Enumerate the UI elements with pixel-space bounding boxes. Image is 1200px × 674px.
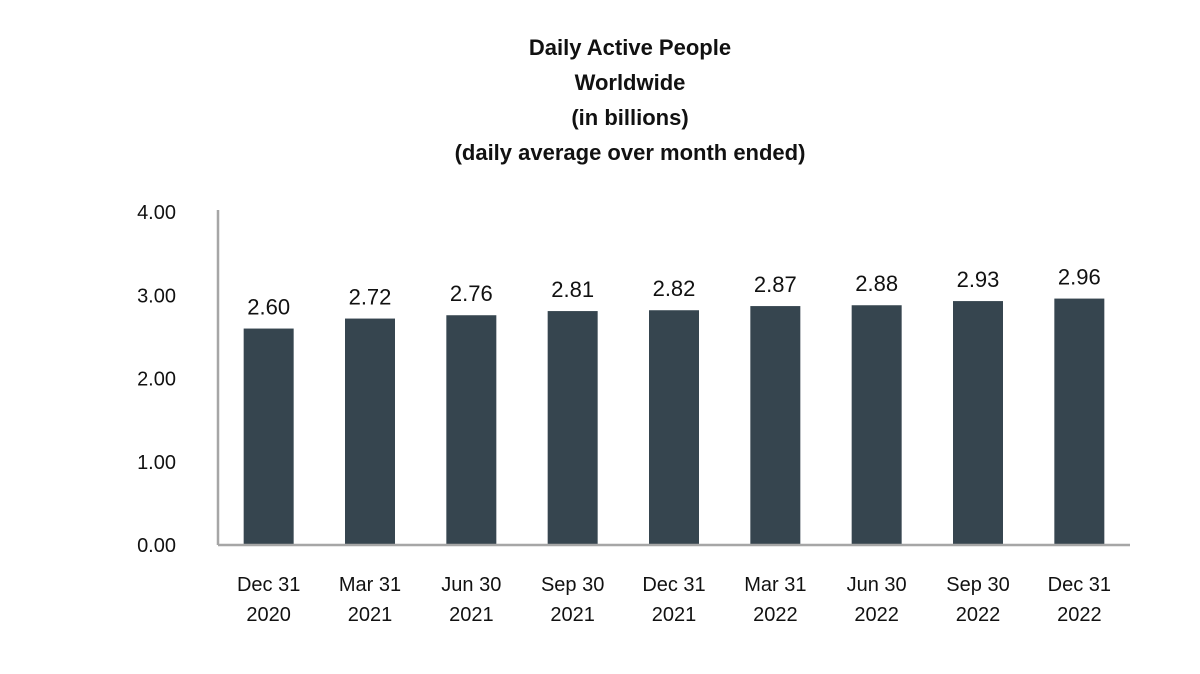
bar — [750, 306, 801, 545]
y-axis-tick-labels: 0.00 1.00 2.00 3.00 4.00 — [137, 202, 176, 557]
bar — [243, 328, 294, 545]
x-tick-label: Mar 31 — [744, 574, 806, 596]
bar-series — [243, 298, 1105, 545]
x-tick-label-year: 2021 — [550, 604, 595, 626]
bar — [649, 310, 699, 545]
bar-value-label: 2.81 — [551, 277, 594, 302]
chart-title-line: (daily average over month ended) — [454, 140, 806, 165]
chart-title-line: Worldwide — [574, 70, 686, 95]
x-tick-label-year: 2020 — [246, 604, 291, 626]
x-tick-label: Mar 31 — [339, 574, 401, 596]
bar — [547, 311, 598, 545]
x-tick-label: Dec 31 — [1048, 574, 1111, 596]
chart-title-line: (in billions) — [571, 105, 689, 130]
bar-value-label: 2.72 — [349, 285, 392, 310]
chart-title: Daily Active People Worldwide (in billio… — [330, 30, 930, 170]
x-tick-label: Dec 31 — [642, 574, 705, 596]
chart-axes — [216, 210, 1130, 547]
x-tick-label-year: 2022 — [854, 604, 899, 626]
bar-value-label: 2.60 — [247, 295, 290, 320]
bar — [446, 315, 497, 545]
x-tick-label-year: 2021 — [348, 604, 393, 626]
bar-value-label: 2.82 — [653, 276, 696, 301]
bar — [1054, 298, 1105, 545]
x-tick-label-year: 2021 — [652, 604, 697, 626]
bar-value-label: 2.87 — [754, 272, 797, 297]
x-tick-label-year: 2021 — [449, 604, 494, 626]
x-tick-label: Jun 30 — [847, 574, 907, 596]
bar-value-label: 2.93 — [957, 267, 1000, 292]
bar-value-label: 2.96 — [1058, 265, 1101, 290]
bar — [953, 301, 1003, 545]
bar — [345, 318, 395, 545]
x-tick-label: Jun 30 — [441, 574, 501, 596]
x-tick-label: Dec 31 — [237, 574, 300, 596]
x-tick-label-year: 2022 — [753, 604, 798, 626]
x-axis-tick-labels: Dec 31 2020 Mar 31 2021 Jun 30 2021 Sep 30 2021… — [237, 574, 1111, 626]
bar-value-label: 2.76 — [450, 281, 493, 306]
y-tick-label: 2.00 — [137, 369, 176, 391]
bar-value-label: 2.88 — [855, 271, 898, 296]
y-tick-label: 4.00 — [137, 202, 176, 224]
bar-value-labels: 2.60 2.72 2.76 2.81 2.82 2.87 2.88 2.93 2.96 — [247, 265, 1100, 320]
y-tick-label: 1.00 — [137, 452, 176, 474]
y-tick-label: 0.00 — [137, 535, 176, 557]
x-tick-label: Sep 30 — [946, 574, 1009, 596]
bar — [851, 305, 902, 545]
chart-title-line: Daily Active People — [528, 35, 732, 60]
x-tick-label-year: 2022 — [956, 604, 1001, 626]
y-tick-label: 3.00 — [137, 285, 176, 307]
x-tick-label-year: 2022 — [1057, 604, 1102, 626]
x-tick-label: Sep 30 — [541, 574, 604, 596]
